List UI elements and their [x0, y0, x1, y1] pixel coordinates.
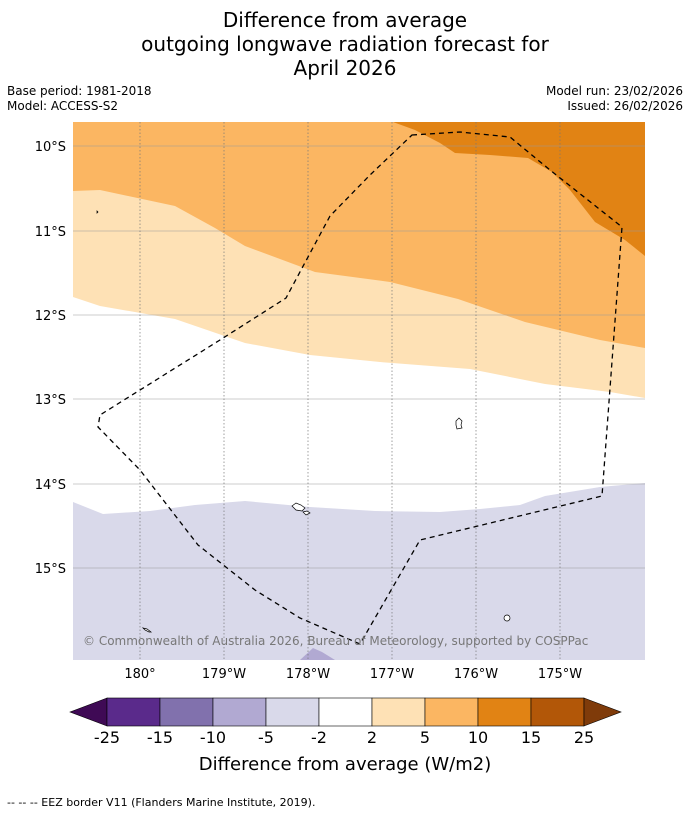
colorbar-extend-low [69, 697, 108, 727]
lat-label: 12°S [35, 309, 66, 324]
meta-right: Model run: 23/02/2026 Issued: 26/02/2026 [546, 84, 683, 114]
title-line-2: outgoing longwave radiation forecast for [141, 32, 549, 56]
lon-label: 179°W [202, 667, 246, 682]
lat-label: 15°S [35, 562, 66, 577]
colorbar-tick: 15 [521, 728, 541, 747]
copyright-notice: © Commonwealth of Australia 2026, Bureau… [83, 634, 588, 648]
island-south-west [141, 627, 153, 633]
island-south-east [503, 614, 511, 622]
colorbar-ticks: -25 -15 -10 -5 -2 2 5 10 15 25 [94, 728, 594, 747]
colorbar-tick: -5 [258, 728, 274, 747]
lon-label: 177°W [370, 667, 414, 682]
title-line-1: Difference from average [222, 8, 468, 32]
model-run: Model run: 23/02/2026 [545, 84, 683, 98]
issued-date: Issued: 26/02/2026 [567, 99, 683, 113]
latitude-labels: 10°S 11°S 12°S 13°S 14°S 15°S [35, 140, 66, 577]
colorbar-segment [371, 697, 426, 727]
colorbar-tick: -25 [94, 728, 120, 747]
meta-left: Base period: 1981-2018 Model: ACCESS-S2 [7, 84, 152, 114]
colorbar-segment [424, 697, 479, 727]
colorbar-tick: -15 [147, 728, 173, 747]
lat-label: 11°S [35, 225, 66, 240]
colorbar-segment [530, 697, 585, 727]
island-west-small [96, 210, 99, 214]
island-outlines [96, 210, 511, 633]
model-name: Model: ACCESS-S2 [7, 99, 119, 113]
lon-label: 180° [124, 667, 155, 682]
title-line-3: April 2026 [293, 56, 397, 80]
colorbar-label: Difference from average (W/m2) [199, 754, 491, 775]
lon-label: 176°W [454, 667, 498, 682]
lon-label: 178°W [286, 667, 330, 682]
anomaly-region-minus10-to-minus5 [300, 648, 335, 660]
anomaly-region-10-to-15 [393, 122, 645, 256]
lat-label: 14°S [35, 478, 66, 493]
colorbar-segment [318, 697, 373, 727]
island-central [455, 417, 463, 430]
colorbar-tick: 2 [367, 728, 377, 747]
latitude-gridlines [73, 145, 645, 569]
chart-title: Difference from average outgoing longwav… [0, 8, 690, 80]
island-samoa-small [302, 510, 311, 516]
colorbar-tick: 25 [574, 728, 594, 747]
colorbar-tick: 10 [468, 728, 488, 747]
colorbar-tick: -2 [311, 728, 327, 747]
base-period: Base period: 1981-2018 [7, 84, 152, 98]
colorbar-extend-high [583, 697, 622, 727]
eez-border [97, 131, 623, 645]
longitude-labels: 180° 179°W 178°W 177°W 176°W 175°W [124, 667, 582, 682]
map-panel: © Commonwealth of Australia 2026, Bureau… [73, 122, 645, 660]
colorbar-segment [159, 697, 214, 727]
colorbar-segment [477, 697, 532, 727]
lat-label: 13°S [35, 393, 66, 408]
anomaly-region-minus5-to-minus2 [73, 483, 645, 660]
eez-footnote: -- -- -- EEZ border V11 (Flanders Marine… [7, 796, 316, 809]
colorbar-segment [212, 697, 267, 727]
colorbar-tick: 5 [420, 728, 430, 747]
anomaly-region-5-to-10 [73, 122, 645, 348]
colorbar [69, 697, 622, 727]
colorbar-segment [265, 697, 320, 727]
island-samoa-main [291, 502, 306, 512]
colorbar-tick: -10 [200, 728, 226, 747]
longitude-gridlines [139, 122, 561, 660]
colorbar-segment [106, 697, 161, 727]
lon-label: 175°W [538, 667, 582, 682]
lat-label: 10°S [35, 140, 66, 155]
